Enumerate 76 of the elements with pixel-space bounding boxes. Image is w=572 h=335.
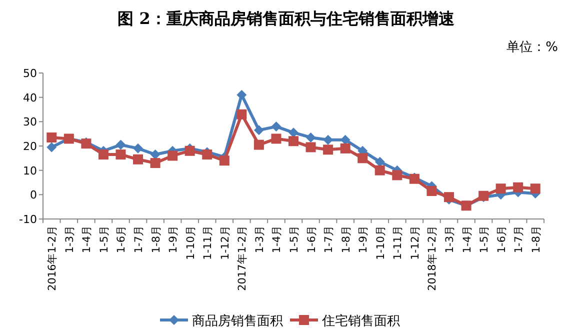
x-tick-label: 1-4月 [81, 225, 94, 254]
x-tick-label: 1-3月 [64, 225, 76, 254]
x-tick-label: 1-7月 [513, 225, 526, 254]
chart-title: 图 2：重庆商品房销售面积与住宅销售面积增速 [118, 9, 456, 28]
point [254, 125, 264, 136]
legend-label: 住宅销售面积 [321, 313, 400, 329]
y-tick-label: 10 [23, 164, 37, 178]
point [150, 158, 160, 168]
x-tick-label: 1-7月 [323, 225, 336, 254]
point [133, 143, 144, 154]
point [98, 150, 108, 160]
point [340, 143, 350, 154]
x-tick-label: 1-10月 [184, 225, 197, 260]
text: 单位：% [506, 40, 558, 55]
point [358, 153, 368, 164]
x-tick-label: 1-3月 [254, 225, 266, 254]
x-tick-label: 1-5月 [98, 225, 110, 254]
x-tick-label: 1-11月 [392, 225, 404, 260]
x-tick-label: 1-6月 [116, 225, 128, 254]
point [513, 182, 524, 192]
point [46, 142, 57, 152]
point [219, 156, 230, 166]
point [133, 154, 144, 164]
point [254, 140, 264, 150]
x-tick-label: 2017年1-2月 [236, 225, 249, 291]
point [236, 109, 247, 120]
point [340, 134, 350, 145]
x-tick-label: 1-8月 [530, 225, 542, 254]
y-tick-label: 30 [23, 116, 37, 129]
x-tick-label: 1-4月 [271, 225, 284, 254]
x-tick-label: 1-12月 [409, 225, 422, 260]
point [323, 144, 334, 155]
x-tick-label: 1-5月 [288, 225, 300, 254]
point [288, 128, 298, 138]
legend-label: 商品房销售面积 [192, 313, 283, 329]
y-tick-label: 50 [23, 67, 37, 80]
y-tick-label: 0 [30, 188, 37, 202]
point [306, 132, 316, 142]
x-tick-label: 1-8月 [340, 225, 352, 254]
y-tick-label: 20 [23, 140, 37, 153]
x-tick-label: 1-5月 [478, 225, 491, 254]
x-tick-label: 2018年1-2月 [426, 225, 439, 291]
point [392, 170, 402, 180]
point [46, 132, 57, 142]
x-tick-label: 1-9月 [358, 225, 370, 254]
point [271, 134, 282, 144]
point [202, 150, 212, 160]
point [530, 184, 540, 194]
point [306, 142, 316, 152]
x-tick-label: 1-6月 [306, 225, 318, 254]
point [288, 136, 298, 146]
point [116, 140, 126, 150]
point [444, 192, 454, 202]
x-tick-label: 2016年1-2月 [46, 225, 59, 291]
x-tick-label: 1-11月 [202, 225, 214, 260]
x-tick-label: 1-9月 [168, 225, 180, 254]
point [184, 146, 195, 156]
point [374, 165, 385, 176]
y-tick-label: -10 [19, 213, 37, 226]
point [168, 150, 178, 161]
point [323, 134, 334, 145]
x-tick-label: 1-12月 [219, 225, 232, 260]
point [426, 186, 437, 196]
x-tick-label: 1-7月 [133, 225, 146, 254]
point [116, 150, 126, 160]
x-tick-label: 1-3月 [444, 225, 456, 254]
x-tick-label: 1-8月 [150, 225, 162, 254]
point [496, 184, 506, 194]
x-tick-label: 1-4月 [461, 225, 474, 254]
point [150, 150, 160, 160]
point [374, 156, 385, 167]
y-tick-label: 40 [23, 91, 37, 104]
point [236, 90, 247, 100]
x-tick-label: 1-6月 [496, 225, 508, 254]
x-tick-label: 1-10月 [374, 225, 387, 260]
point [271, 122, 282, 132]
